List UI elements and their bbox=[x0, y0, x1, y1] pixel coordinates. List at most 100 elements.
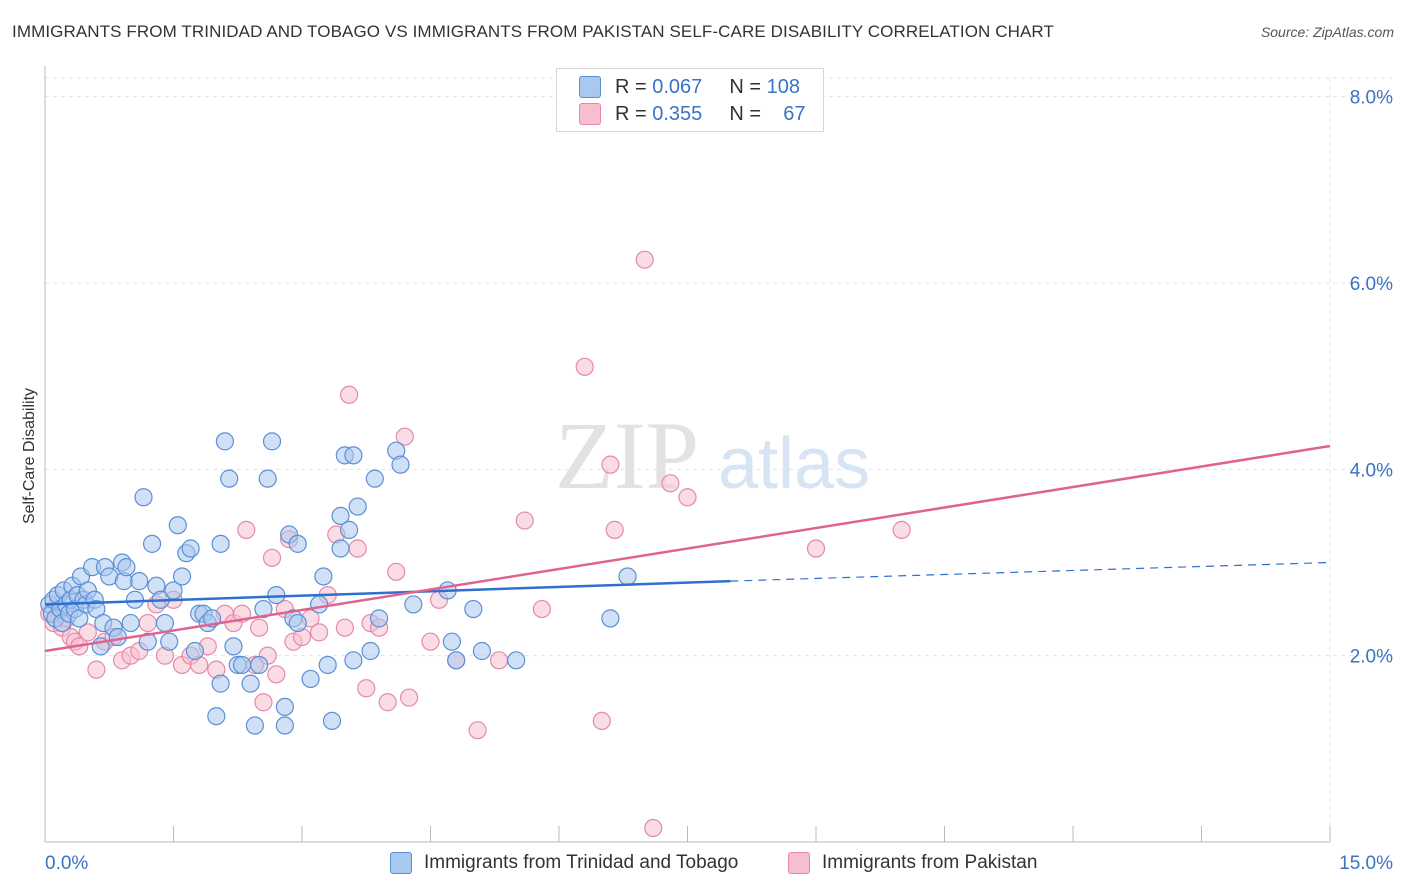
y-axis-label: Self-Care Disability bbox=[21, 388, 38, 524]
legend-r-label: R = bbox=[615, 75, 647, 98]
trendline-trinidad-projection bbox=[730, 561, 1331, 582]
trinidad-point bbox=[267, 585, 286, 605]
trinidad-point bbox=[361, 641, 380, 661]
trinidad-point bbox=[181, 539, 200, 558]
trinidad-point bbox=[310, 595, 329, 614]
watermark-atlas: atlas bbox=[718, 424, 870, 504]
trinidad-point bbox=[254, 599, 273, 619]
trendlines bbox=[44, 444, 1331, 653]
pakistan-point bbox=[387, 562, 406, 581]
pakistan-point bbox=[348, 539, 367, 558]
trinidad-point bbox=[138, 632, 157, 651]
trinidad-point bbox=[224, 637, 243, 656]
trinidad-point bbox=[601, 609, 620, 628]
pakistan-point bbox=[601, 455, 620, 474]
trinidad-point bbox=[185, 641, 205, 661]
trinidad-point bbox=[365, 469, 384, 488]
legend-row-pakistan: R = 0.355 N = 67 bbox=[579, 102, 806, 126]
pakistan-point bbox=[378, 693, 397, 712]
trinidad-point bbox=[134, 488, 153, 507]
trinidad-point bbox=[250, 655, 269, 675]
trinidad-point bbox=[442, 632, 462, 651]
pakistan-point bbox=[250, 618, 269, 637]
legend-n-label: N = bbox=[729, 75, 762, 98]
trinidad-point bbox=[211, 674, 230, 693]
pakistan-point bbox=[267, 665, 286, 684]
pakistan-point bbox=[138, 613, 157, 633]
pakistan-point bbox=[644, 818, 663, 838]
trinidad-point bbox=[340, 520, 359, 539]
trinidad-point bbox=[288, 613, 307, 633]
trinidad-point bbox=[108, 627, 127, 647]
pakistan-point bbox=[262, 548, 282, 567]
trendline-pakistan bbox=[44, 444, 1331, 653]
pakistan-point bbox=[806, 539, 826, 558]
pakistan-point bbox=[421, 632, 440, 651]
pakistan-point bbox=[87, 660, 106, 679]
legend-n-label: N = bbox=[729, 102, 762, 125]
trinidad-point bbox=[322, 711, 342, 730]
trinidad-point bbox=[288, 534, 307, 553]
trinidad-point bbox=[215, 432, 234, 451]
trinidad-point bbox=[331, 539, 350, 558]
chart-title: IMMIGRANTS FROM TRINIDAD AND TOBAGO VS I… bbox=[12, 22, 1054, 41]
trinidad-point bbox=[344, 446, 363, 465]
bottom-legend-label: Immigrants from Pakistan bbox=[822, 852, 1038, 873]
series-pakistan-points bbox=[40, 250, 911, 838]
pakistan-point bbox=[515, 511, 534, 530]
source-label: Source: ZipAtlas.com bbox=[1260, 24, 1394, 40]
x-tick-label: 0.0% bbox=[45, 853, 88, 874]
trinidad-point bbox=[318, 655, 337, 675]
trinidad-point bbox=[262, 432, 282, 451]
bottom-legend-label: Immigrants from Trinidad and Tobago bbox=[424, 852, 739, 873]
trinidad-point bbox=[301, 669, 320, 689]
pakistan-point bbox=[892, 520, 911, 539]
trinidad-point bbox=[370, 609, 389, 628]
axes bbox=[44, 66, 1331, 843]
trinidad-point bbox=[344, 651, 363, 670]
watermark-zip: ZIP bbox=[555, 402, 699, 509]
pakistan-point bbox=[237, 520, 256, 539]
y-tick-label: 6.0% bbox=[1350, 274, 1393, 295]
bottom-legend-swatch-pink bbox=[788, 852, 810, 874]
pakistan-point bbox=[605, 520, 624, 539]
trinidad-point bbox=[130, 572, 149, 591]
pakistan-point bbox=[254, 693, 273, 712]
trinidad-point bbox=[507, 651, 526, 670]
pakistan-point bbox=[489, 651, 509, 670]
trinidad-point bbox=[464, 599, 483, 619]
trinidad-point bbox=[168, 516, 187, 535]
bottom-legend-trinidad: Immigrants from Trinidad and Tobago bbox=[390, 852, 738, 874]
trinidad-point bbox=[348, 497, 367, 516]
legend-r-label: R = bbox=[615, 102, 647, 125]
tick-labels: 2.0% 4.0% 6.0% 8.0% 0.0% 15.0% bbox=[45, 88, 1393, 874]
y-tick-label: 8.0% bbox=[1350, 88, 1393, 109]
legend-n-value: 108 bbox=[766, 75, 800, 98]
pakistan-point bbox=[468, 721, 487, 740]
y-tick-label: 2.0% bbox=[1350, 647, 1393, 668]
trinidad-point bbox=[275, 697, 294, 717]
trinidad-point bbox=[155, 613, 175, 633]
pakistan-point bbox=[575, 357, 594, 376]
pakistan-point bbox=[395, 427, 414, 446]
trendline-trinidad bbox=[44, 579, 731, 606]
trinidad-point bbox=[241, 674, 260, 693]
pakistan-point bbox=[335, 618, 354, 637]
trinidad-point bbox=[258, 469, 277, 488]
trinidad-point bbox=[160, 632, 179, 651]
legend-r-value: 0.355 bbox=[652, 102, 703, 125]
pakistan-point bbox=[310, 623, 329, 642]
trinidad-point bbox=[125, 590, 145, 609]
pakistan-point bbox=[532, 599, 551, 619]
trinidad-point bbox=[404, 595, 423, 614]
trinidad-point bbox=[211, 534, 230, 553]
pakistan-point bbox=[399, 688, 419, 707]
trinidad-point bbox=[121, 613, 140, 633]
trinidad-point bbox=[472, 641, 491, 661]
pakistan-point bbox=[340, 385, 359, 404]
trinidad-point bbox=[117, 558, 136, 577]
pakistan-point bbox=[661, 474, 680, 493]
legend-swatch-pink bbox=[579, 103, 601, 125]
y-tick-label: 4.0% bbox=[1350, 460, 1393, 481]
legend-r-value: 0.067 bbox=[652, 75, 703, 98]
